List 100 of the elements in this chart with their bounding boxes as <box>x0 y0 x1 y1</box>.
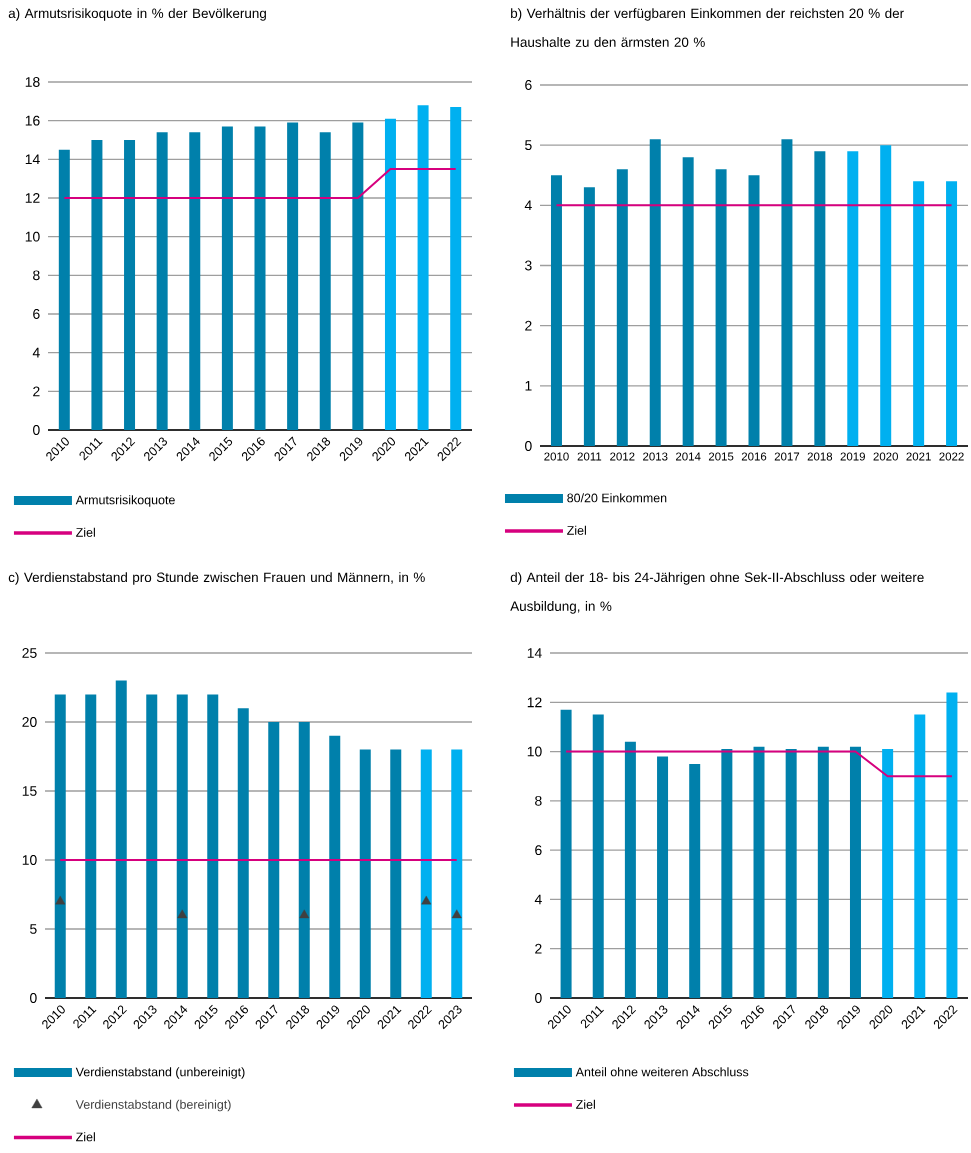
bar <box>352 122 364 430</box>
y-tick-label: 5 <box>525 140 532 151</box>
chart-title: c) Verdienstabstand pro Stunde zwischen Frauen und Männern, in % <box>8 572 425 585</box>
legend-label: Verdienstabstand (unbereinigt) <box>75 1067 245 1079</box>
chart-title: a) Armutsrisikoquote in % der Bevölkerung <box>8 8 266 21</box>
bar <box>207 694 219 998</box>
x-tick-label: 2011 <box>577 452 602 461</box>
y-tick-label: 15 <box>22 786 37 796</box>
bar <box>914 714 926 998</box>
y-tick-label: 8 <box>535 795 542 806</box>
x-tick-label: 2015 <box>708 452 734 461</box>
x-tick-label: 2014 <box>676 452 701 461</box>
y-tick-label: 1 <box>525 381 532 391</box>
bar <box>450 107 462 430</box>
x-tick-label: 2018 <box>807 452 833 461</box>
bar <box>814 151 826 446</box>
chart-title: d) Anteil der 18- bis 24-Jährigen ohne Sek-II-Abschluss oder weitere Ausbildung, in % <box>510 572 924 614</box>
y-tick-label: 0 <box>525 441 532 451</box>
y-tick-label: 2 <box>535 943 542 954</box>
bar <box>616 169 628 446</box>
bar <box>657 756 669 998</box>
bar <box>560 709 572 998</box>
bar <box>176 694 188 998</box>
bar <box>254 126 266 430</box>
chart-title: b) Verhältnis der verfügbaren Einkommen der reichsten 20 % der Haushalte zu den ärmsten 20 % <box>511 8 904 47</box>
bar <box>329 735 341 998</box>
bar <box>298 722 310 998</box>
text: Verdienstabstand (bereinigt) <box>75 1099 231 1112</box>
bar <box>847 151 859 446</box>
bar <box>146 694 158 998</box>
bar <box>721 749 733 998</box>
bar <box>359 749 371 998</box>
x-tick-label: 2016 <box>741 452 767 461</box>
y-tick-label: 4 <box>524 200 532 211</box>
bar <box>58 149 70 430</box>
bar <box>221 126 233 430</box>
bar <box>849 746 861 998</box>
bar <box>189 132 201 430</box>
bar <box>785 749 797 998</box>
bar <box>882 749 894 998</box>
bar <box>583 187 595 446</box>
bar <box>592 714 604 998</box>
y-tick-label: 12 <box>527 697 542 708</box>
bar <box>91 139 103 430</box>
x-tick-label: 2021 <box>906 452 931 461</box>
x-tick-label: 2020 <box>873 452 898 461</box>
x-tick-label: 2012 <box>610 452 635 461</box>
y-tick-label: 14 <box>527 648 542 658</box>
x-tick-label: 2022 <box>939 452 964 461</box>
legend-label: Ziel <box>567 525 586 535</box>
legend-label: Ziel <box>76 1132 95 1142</box>
y-tick-label: 10 <box>22 855 37 865</box>
y-tick-label: 18 <box>25 77 40 87</box>
legend-label: Ziel <box>76 527 95 537</box>
y-tick-label: 4 <box>534 894 542 905</box>
y-tick-label: 6 <box>525 80 532 90</box>
x-tick-label: 2017 <box>774 452 800 461</box>
bar <box>319 132 331 430</box>
y-tick-label: 0 <box>535 993 542 1003</box>
bar <box>649 139 661 446</box>
y-tick-label: 2 <box>33 386 40 397</box>
bar <box>124 139 136 430</box>
legend-label: Anteil ohne weiteren Abschluss <box>575 1067 749 1077</box>
y-tick-label: 8 <box>33 270 40 281</box>
y-tick-label: 14 <box>25 154 40 165</box>
y-tick-label: 5 <box>30 924 37 934</box>
bar <box>748 175 760 446</box>
bar <box>417 105 429 430</box>
bar <box>689 763 701 998</box>
bar <box>913 181 925 446</box>
x-tick-label: 2013 <box>643 452 668 461</box>
y-tick-label: 6 <box>33 309 40 319</box>
bar <box>85 694 97 998</box>
bar <box>682 157 694 446</box>
bar <box>156 132 168 430</box>
legend-label: 80/20 Einkommen <box>567 493 667 503</box>
bar <box>287 122 299 430</box>
bar <box>715 169 727 446</box>
bar <box>880 145 892 446</box>
bar <box>268 722 280 998</box>
y-tick-label: 10 <box>527 746 542 757</box>
y-tick-label: 3 <box>525 260 532 271</box>
bar <box>817 746 829 998</box>
y-tick-label: 0 <box>33 425 40 435</box>
y-tick-label: 20 <box>22 717 37 727</box>
bar <box>54 694 66 998</box>
y-tick-label: 16 <box>25 115 40 126</box>
y-tick-label: 12 <box>25 193 40 203</box>
bar <box>753 746 765 998</box>
bar <box>624 741 636 998</box>
bar <box>550 175 562 446</box>
y-tick-label: 10 <box>25 231 40 242</box>
bar <box>390 749 402 998</box>
bar <box>451 749 463 998</box>
legend-label: Ziel <box>576 1099 595 1109</box>
bar <box>115 680 127 998</box>
y-tick-label: 0 <box>30 993 37 1003</box>
y-tick-label: 25 <box>22 648 37 658</box>
x-tick-label: 2019 <box>840 452 865 461</box>
y-tick-label: 6 <box>535 845 542 856</box>
